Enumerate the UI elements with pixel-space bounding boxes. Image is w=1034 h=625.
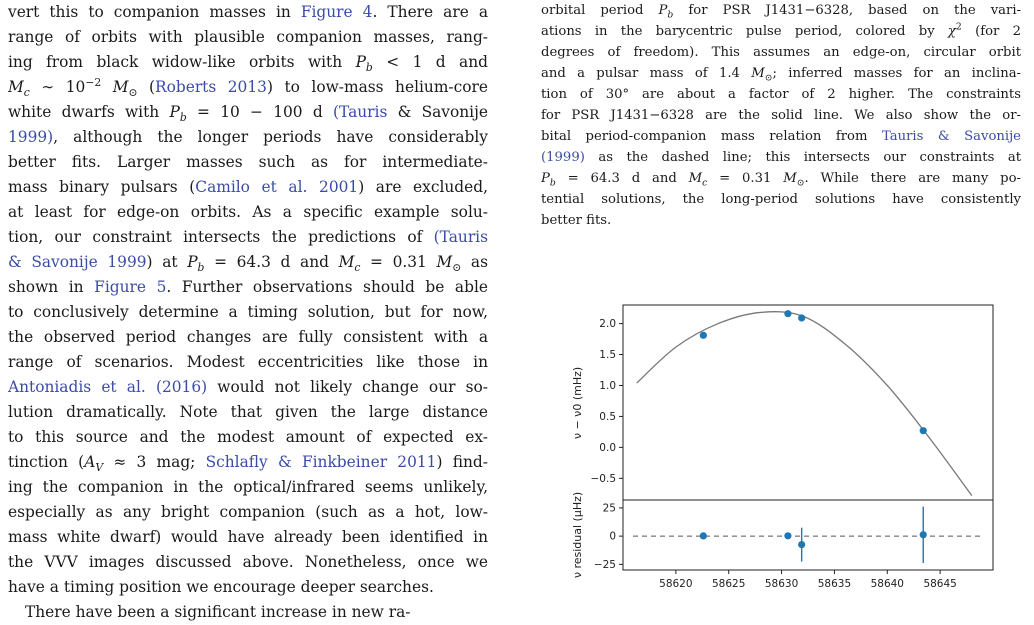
caption-line: ations in the barycentric pulse period, … (541, 21, 1021, 39)
bottom-y-ticks: −25 0 25 (594, 502, 623, 571)
body-line: lution dramatically. Note that given the… (8, 403, 488, 421)
x-tick-label: 58620 (659, 578, 692, 590)
caption-line: degrees of freedom). This assumes an edg… (541, 45, 1021, 60)
y-tick-label: 1.0 (599, 380, 616, 392)
body-line: mass white dwarf) would have already bee… (8, 528, 488, 546)
bottom-ylabel: ν residual (μHz) (571, 492, 584, 578)
caption-line: (1999) as the dashed line; this intersec… (541, 150, 1021, 165)
bottom-panel (633, 506, 983, 563)
x-tick-label: 58645 (923, 578, 956, 590)
body-line: shown in Figure 5. Further observations … (8, 278, 488, 296)
caption-line: tential solutions, the long-period solut… (541, 192, 1021, 207)
body-line: 1999), although the longer periods have … (8, 128, 488, 146)
y-tick-label: 25 (603, 502, 616, 514)
caption-line: and a pulsar mass of 1.4 M⊙; inferred ma… (541, 66, 1021, 84)
body-line: tinction (AV ≈ 3 mag; Schlafly & Finkbei… (8, 453, 488, 475)
body-line: mass binary pulsars (Camilo et al. 2001)… (8, 178, 488, 196)
y-tick-label: 0 (609, 531, 616, 543)
top-panel (636, 310, 973, 497)
caption-line: tion of 30° are about a factor of 2 high… (541, 87, 1021, 102)
y-tick-label: −25 (594, 559, 616, 571)
y-tick-label: −0.5 (591, 473, 617, 485)
data-point (699, 532, 707, 540)
x-tick-label: 58635 (818, 578, 851, 590)
body-line: There have been a significant increase i… (25, 603, 411, 621)
top-y-ticks: −0.5 0.0 0.5 1.0 1.5 2.0 (591, 318, 623, 485)
y-tick-label: 2.0 (599, 318, 616, 330)
y-tick-label: 0.5 (599, 411, 616, 423)
top-panel-frame (622, 304, 994, 501)
body-line: white dwarfs with Pb = 10 − 100 d (Tauri… (8, 103, 488, 125)
body-line: tion, our constraint intersects the pred… (8, 228, 488, 246)
y-tick-label: 0.0 (599, 442, 616, 454)
data-point (784, 532, 792, 540)
y-tick-label: 1.5 (599, 349, 616, 361)
caption-line: for PSR J1431−6328 are the solid line. W… (541, 108, 1021, 123)
body-line: to conclusively determine a timing solut… (8, 303, 488, 321)
body-line: the observed period changes are fully co… (8, 328, 488, 346)
body-line: vert this to companion masses in Figure … (8, 3, 488, 21)
right-column: orbital period Pb for PSR J1431−6328, ba… (541, 0, 1021, 590)
body-line: especially as any bright companion (such… (8, 503, 488, 521)
caption-line: better fits. (541, 213, 612, 228)
body-line: to this source and the modest amount of … (8, 428, 488, 446)
bottom-panel-frame (622, 499, 994, 571)
body-line: have a timing position we encourage deep… (8, 578, 434, 596)
body-line: range of scenarios. Modest eccentricitie… (8, 353, 488, 371)
data-point (798, 540, 806, 549)
x-tick-label: 58640 (871, 578, 904, 590)
left-column: vert this to companion masses in Figure … (8, 0, 488, 625)
body-line: Mc ∼ 10−2 M⊙ (Roberts 2013) to low-mass … (8, 75, 488, 100)
data-point (798, 314, 806, 322)
figure-caption: orbital period Pb for PSR J1431−6328, ba… (541, 0, 1021, 231)
caption-line: bital period-companion mass relation fro… (541, 129, 1021, 144)
data-point (919, 427, 927, 435)
body-line: at least for edge-on orbits. As a specif… (8, 203, 488, 221)
body-line: ing the companion in the optical/infrare… (8, 478, 488, 496)
x-ticks: 58620 58625 58630 58635 58640 58645 (659, 570, 957, 590)
x-tick-label: 58630 (765, 578, 798, 590)
caption-line: Pb = 64.3 d and Mc = 0.31 M⊙. While ther… (541, 171, 1021, 189)
body-line: the VVV images discussed above. Nonethel… (8, 553, 488, 571)
body-line: better fits. Larger masses such as for i… (8, 153, 488, 171)
top-ylabel: ν − ν0 (mHz) (571, 367, 584, 439)
body-line: ing from black widow-like orbits with Pb… (8, 53, 488, 75)
model-curve (636, 311, 973, 497)
body-line: Antoniadis et al. (2016) would not likel… (8, 378, 488, 396)
body-line: range of orbits with plausible companion… (8, 28, 488, 46)
data-point (919, 531, 927, 539)
body-line: & Savonije 1999) at Pb = 64.3 d and Mc =… (8, 253, 488, 275)
data-point (784, 310, 792, 318)
data-point (699, 331, 707, 339)
x-tick-label: 58625 (712, 578, 745, 590)
caption-line: orbital period Pb for PSR J1431−6328, ba… (541, 3, 1021, 21)
